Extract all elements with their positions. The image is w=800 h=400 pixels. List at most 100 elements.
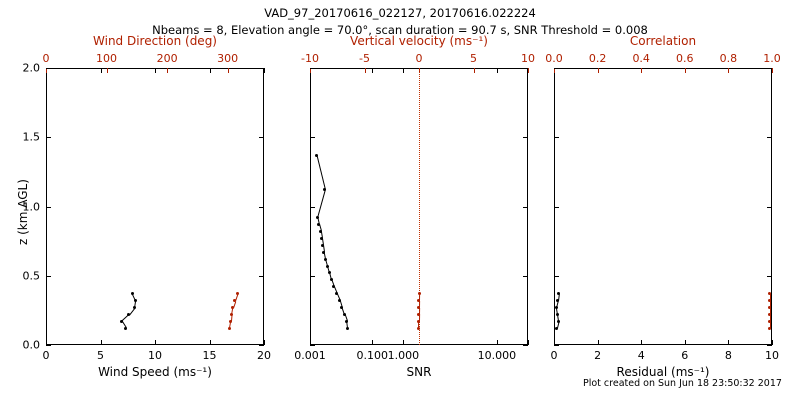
- y-tick-right: [767, 137, 772, 139]
- x-tick-label: 1.000: [387, 349, 420, 362]
- x-tick-top-red: [167, 68, 169, 73]
- y-tick-label: 1.5: [22, 130, 41, 144]
- data-point: [323, 257, 327, 261]
- x-tick-top-red: [364, 68, 366, 73]
- data-point: [119, 319, 123, 323]
- y-tick: [46, 275, 51, 277]
- x-tick-top: [264, 68, 265, 73]
- y-tick: [310, 345, 315, 346]
- y-tick: [310, 275, 315, 277]
- x-tick: [554, 340, 555, 345]
- x-tick-label: 10: [148, 349, 162, 362]
- data-point: [321, 243, 325, 247]
- x-tick: [46, 340, 47, 345]
- data-point: [417, 313, 421, 317]
- data-point: [314, 153, 318, 157]
- y-tick: [554, 68, 559, 69]
- x-tick: [597, 340, 599, 345]
- plot-frame-left: [46, 68, 264, 345]
- plot-credit: Plot created on Sun Jun 18 23:50:32 2017: [583, 378, 782, 389]
- y-tick-right: [767, 345, 772, 346]
- top-x-tick-label: 300: [217, 52, 239, 65]
- top-axis-title-right: Correlation: [629, 34, 697, 48]
- x-tick: [209, 340, 211, 345]
- data-point: [342, 313, 346, 317]
- y-tick-right: [767, 206, 772, 208]
- x-tick-top-red: [106, 68, 108, 73]
- data-point: [315, 216, 319, 220]
- x-tick: [728, 340, 730, 345]
- x-tick-label: 0: [42, 349, 50, 362]
- x-tick-label: 6: [681, 349, 689, 362]
- x-tick-label: 15: [202, 349, 217, 362]
- x-tick-top-red: [554, 68, 555, 73]
- y-tick: [46, 206, 51, 208]
- y-tick-label: 2.0: [22, 61, 41, 75]
- x-tick-top-red: [597, 68, 599, 73]
- x-tick: [772, 340, 773, 345]
- figure-subtitle: Nbeams = 8, Elevation angle = 70.0°, sca…: [152, 23, 648, 37]
- y-tick-right: [259, 275, 264, 277]
- y-tick-right: [523, 137, 528, 139]
- data-point: [557, 292, 561, 296]
- x-tick: [641, 340, 643, 345]
- x-tick: [684, 340, 686, 345]
- y-tick-right: [523, 68, 528, 69]
- x-tick: [403, 340, 405, 345]
- figure-title: VAD_97_20170616_022127, 20170616.022224: [264, 6, 536, 20]
- data-point: [323, 188, 327, 192]
- top-x-tick-label: 1.0: [763, 52, 781, 65]
- y-tick-right: [767, 68, 772, 69]
- top-x-tick-label: 0.0: [545, 52, 563, 65]
- x-tick-label: 0.001: [294, 349, 326, 362]
- plot-frame-right: [554, 68, 772, 345]
- data-point: [317, 223, 321, 226]
- x-tick-top-red: [641, 68, 643, 73]
- data-point: [768, 313, 772, 317]
- top-x-tick-label: 5: [470, 52, 477, 65]
- data-point: [127, 313, 131, 317]
- data-point: [768, 299, 772, 303]
- x-tick-label: 10: [765, 349, 779, 362]
- x-tick-top-red: [728, 68, 730, 73]
- data-point: [329, 278, 333, 282]
- x-tick: [372, 340, 374, 345]
- data-point: [416, 326, 420, 330]
- data-point: [319, 229, 323, 233]
- data-point: [132, 306, 136, 310]
- data-point: [554, 306, 558, 310]
- data-point: [133, 299, 137, 303]
- data-point: [417, 292, 421, 296]
- top-x-tick-label: 0.8: [719, 52, 738, 65]
- top-x-tick-label: 0: [415, 52, 423, 65]
- data-point: [417, 306, 421, 310]
- y-tick-right: [259, 206, 264, 208]
- top-x-tick-label: -10: [301, 52, 319, 65]
- x-tick-label: 2: [594, 349, 602, 362]
- x-tick-top-red: [772, 68, 773, 73]
- data-point: [227, 326, 231, 330]
- top-x-tick-label: 0.2: [588, 52, 607, 65]
- data-point: [417, 299, 421, 303]
- y-tick: [46, 137, 51, 139]
- x-tick-label: 4: [637, 349, 645, 362]
- y-tick: [554, 206, 559, 208]
- y-tick-right: [767, 275, 772, 277]
- data-point: [768, 292, 772, 296]
- x-tick-top: [496, 68, 498, 73]
- y-tick-right: [523, 275, 528, 277]
- data-point: [556, 299, 560, 303]
- x-tick-top-red: [528, 68, 529, 73]
- x-tick-label: 20: [257, 349, 271, 362]
- top-x-tick-label: 200: [156, 52, 178, 65]
- y-tick-label: 0.5: [22, 269, 41, 283]
- x-tick-top: [100, 68, 102, 73]
- x-tick-top-red: [46, 68, 47, 73]
- x-tick-label: 0: [550, 349, 558, 362]
- x-tick-top: [372, 68, 374, 73]
- reference-line: [419, 68, 420, 345]
- data-point: [340, 306, 344, 310]
- y-tick: [310, 137, 315, 139]
- top-x-tick-label: 100: [96, 52, 118, 65]
